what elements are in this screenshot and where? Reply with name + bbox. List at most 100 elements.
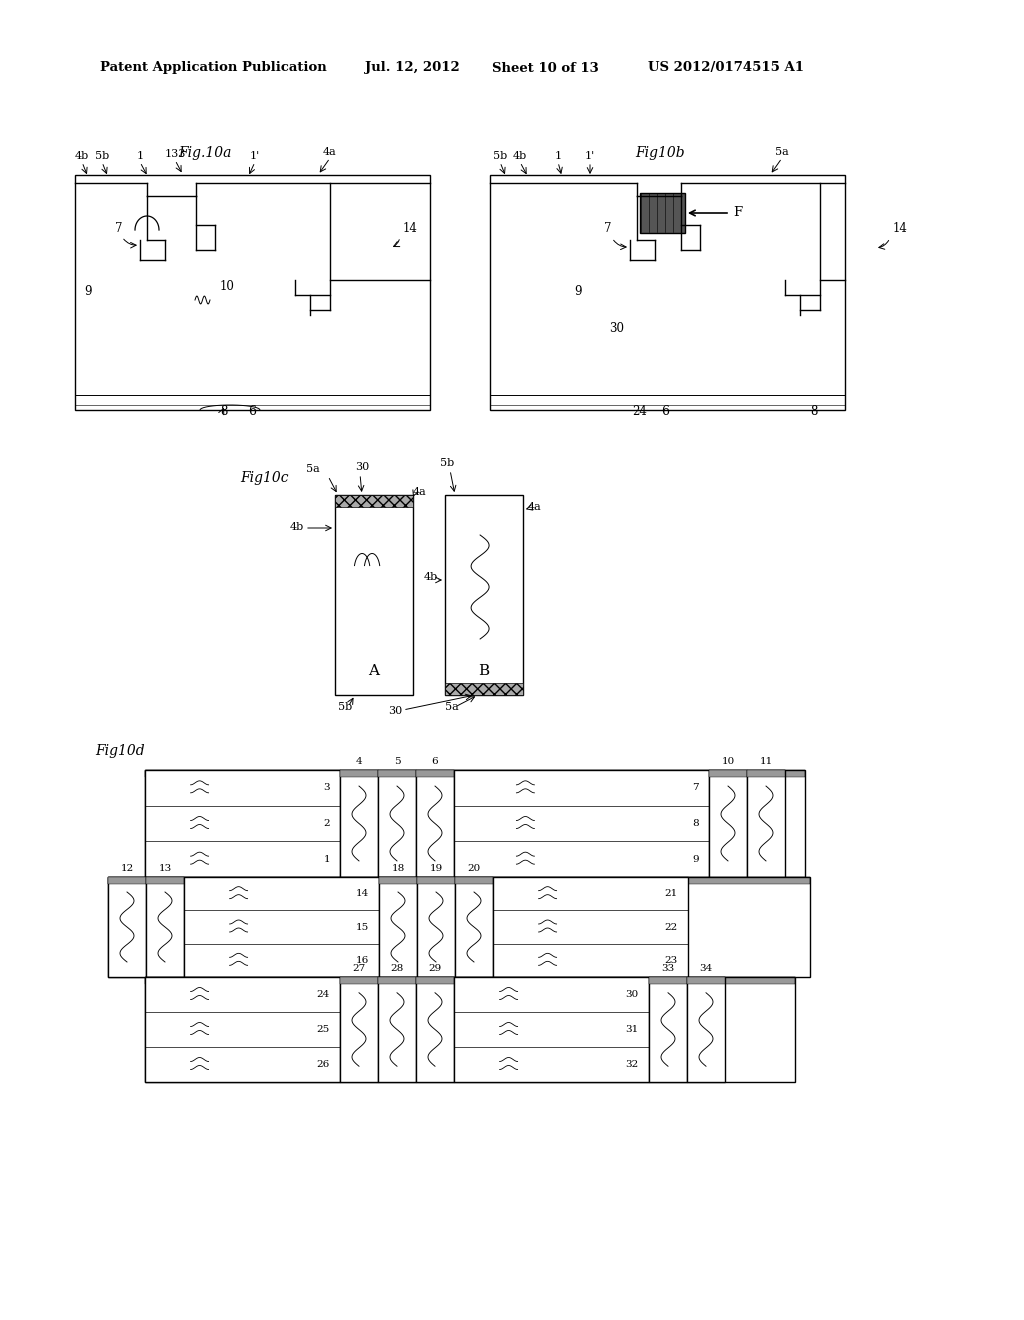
Bar xyxy=(445,495,523,696)
Text: 23: 23 xyxy=(665,956,678,965)
Text: 33: 33 xyxy=(662,964,675,973)
Text: 32: 32 xyxy=(626,1060,639,1069)
Bar xyxy=(746,770,785,777)
Bar xyxy=(445,682,523,696)
Bar xyxy=(416,977,454,1082)
Text: Fig.10a: Fig.10a xyxy=(178,147,231,160)
Bar xyxy=(75,176,430,411)
Text: 26: 26 xyxy=(316,1060,330,1069)
Text: 7: 7 xyxy=(604,222,611,235)
Text: 5a: 5a xyxy=(445,702,459,711)
Text: 30: 30 xyxy=(388,706,402,715)
Text: 6: 6 xyxy=(432,756,438,766)
Bar xyxy=(455,876,493,884)
Text: 4b: 4b xyxy=(424,572,438,582)
Text: 15: 15 xyxy=(355,923,369,932)
Text: 9: 9 xyxy=(84,285,91,298)
Text: 9: 9 xyxy=(692,854,699,863)
Bar xyxy=(108,876,146,884)
Text: 9: 9 xyxy=(574,285,582,298)
Bar xyxy=(145,770,805,777)
Bar xyxy=(145,977,795,983)
Text: 18: 18 xyxy=(391,865,404,873)
Bar xyxy=(709,770,746,777)
Text: 24: 24 xyxy=(633,405,647,418)
Text: A: A xyxy=(369,664,380,678)
Text: 14: 14 xyxy=(403,222,418,235)
Bar xyxy=(146,876,184,884)
Bar xyxy=(416,977,454,983)
Bar xyxy=(108,876,810,884)
Text: 10: 10 xyxy=(721,756,734,766)
Bar xyxy=(709,770,746,876)
Text: 6: 6 xyxy=(248,405,256,418)
Bar xyxy=(379,876,417,977)
Text: 12: 12 xyxy=(121,865,133,873)
Text: 13: 13 xyxy=(159,865,172,873)
Bar xyxy=(416,770,454,876)
Text: Sheet 10 of 13: Sheet 10 of 13 xyxy=(492,62,599,74)
Text: 8: 8 xyxy=(220,405,227,418)
Bar xyxy=(145,770,340,876)
Text: 4a: 4a xyxy=(324,147,337,157)
Text: 4b: 4b xyxy=(290,521,304,532)
Bar xyxy=(108,876,146,977)
Bar xyxy=(417,876,455,884)
Text: 25: 25 xyxy=(316,1026,330,1034)
Text: Patent Application Publication: Patent Application Publication xyxy=(100,62,327,74)
Bar xyxy=(335,495,413,696)
Bar xyxy=(340,770,378,777)
Text: 4a: 4a xyxy=(528,502,542,512)
Text: 1': 1' xyxy=(250,150,260,161)
Bar xyxy=(649,977,687,1082)
Text: Fig10c: Fig10c xyxy=(240,471,289,484)
Bar xyxy=(145,770,805,876)
Bar xyxy=(378,770,416,777)
Bar xyxy=(687,977,725,1082)
Text: 4a: 4a xyxy=(413,487,427,498)
Text: 30: 30 xyxy=(609,322,624,335)
Text: 22: 22 xyxy=(665,923,678,932)
Text: 5b: 5b xyxy=(493,150,507,161)
Text: 34: 34 xyxy=(699,964,713,973)
Bar xyxy=(455,876,493,977)
Bar xyxy=(379,876,417,884)
Text: 5a: 5a xyxy=(306,465,319,474)
Bar xyxy=(378,977,416,1082)
Bar xyxy=(490,176,845,411)
Text: 5b: 5b xyxy=(440,458,455,469)
Bar xyxy=(417,876,455,977)
Text: Fig10b: Fig10b xyxy=(635,147,685,160)
Text: 4b: 4b xyxy=(513,150,527,161)
Bar xyxy=(687,977,725,983)
Text: F: F xyxy=(733,206,742,219)
Bar xyxy=(108,876,810,977)
Bar xyxy=(340,770,378,876)
Bar xyxy=(340,977,378,1082)
Bar xyxy=(378,770,416,876)
Bar xyxy=(145,977,340,1082)
Bar xyxy=(454,770,709,876)
Text: 20: 20 xyxy=(467,865,480,873)
Text: 133: 133 xyxy=(164,149,185,158)
Text: 4: 4 xyxy=(355,756,362,766)
Text: 5a: 5a xyxy=(775,147,788,157)
Bar xyxy=(340,977,378,983)
Bar xyxy=(454,977,649,1082)
Bar xyxy=(746,770,785,876)
Text: 8: 8 xyxy=(810,405,817,418)
Text: 29: 29 xyxy=(428,964,441,973)
Text: Jul. 12, 2012: Jul. 12, 2012 xyxy=(365,62,460,74)
Bar xyxy=(184,876,379,977)
Text: 19: 19 xyxy=(429,865,442,873)
Bar xyxy=(378,977,416,983)
Text: 24: 24 xyxy=(316,990,330,999)
Text: 14: 14 xyxy=(355,890,369,898)
Text: 6: 6 xyxy=(662,405,669,418)
Text: 7: 7 xyxy=(692,783,699,792)
Text: 5b: 5b xyxy=(95,150,110,161)
Text: 10: 10 xyxy=(220,280,234,293)
Text: 1: 1 xyxy=(554,150,561,161)
Bar xyxy=(649,977,687,983)
Bar xyxy=(145,977,795,1082)
